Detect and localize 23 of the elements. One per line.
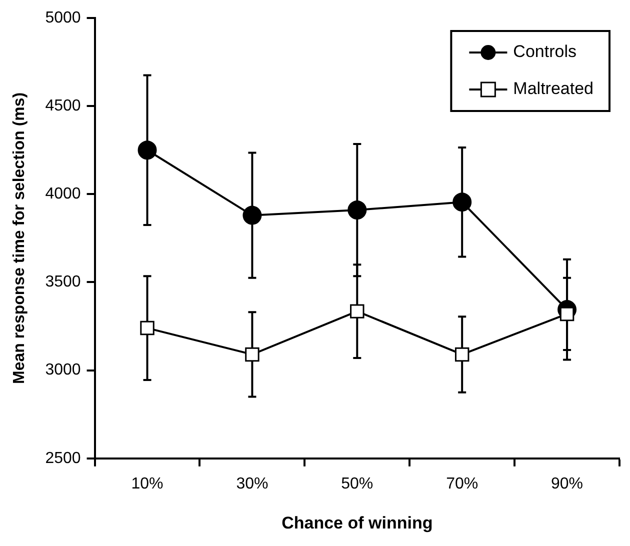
point: [452, 192, 472, 212]
y-tick-label: 2500: [45, 450, 81, 467]
point: [140, 320, 154, 336]
y-axis-title: Mean response time for selection (ms): [11, 92, 28, 384]
y-tick-label: 5000: [45, 9, 81, 26]
legend-label: Maltreated: [513, 79, 594, 98]
y-tick-label: 4500: [45, 97, 81, 114]
y-tick-label: 3000: [45, 362, 81, 379]
x-tick-label: 90%: [551, 475, 584, 492]
legend-label: Controls: [513, 42, 576, 62]
x-tick-label: 10%: [131, 475, 164, 492]
point: [242, 206, 262, 225]
x-axis-title: Chance of winning: [282, 513, 433, 532]
point: [348, 200, 367, 220]
point: [245, 347, 260, 362]
x-tick-label: 50%: [341, 475, 374, 492]
x-tick-label: 70%: [446, 475, 478, 492]
point: [454, 347, 470, 362]
point: [138, 140, 157, 160]
y-tick-label: 3500: [45, 274, 81, 291]
x-tick-label: 30%: [236, 475, 268, 492]
point: [350, 304, 364, 318]
y-tick-label: 4000: [45, 186, 81, 203]
